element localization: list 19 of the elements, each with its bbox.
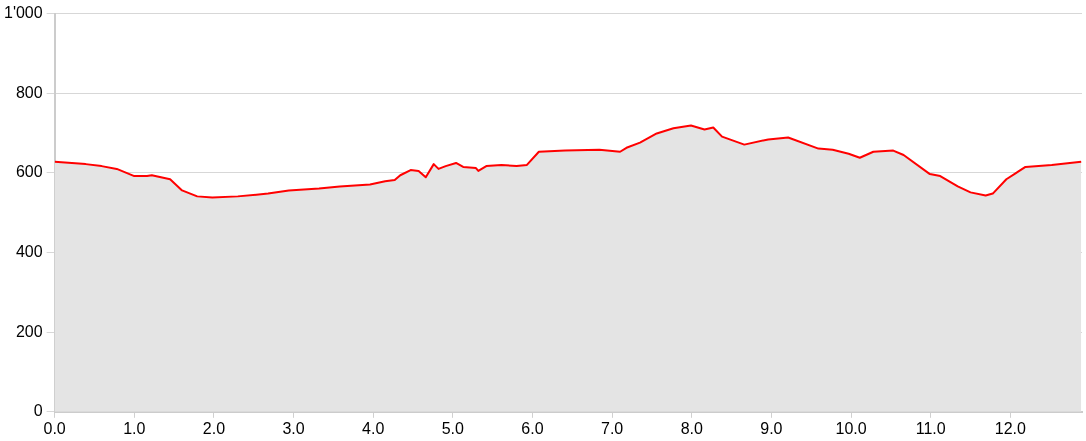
y-tick-label: 400 — [15, 242, 43, 260]
x-tick-label: 2.0 — [202, 419, 226, 437]
x-tick-label: 8.0 — [680, 419, 703, 437]
y-tick-label: 200 — [15, 322, 43, 340]
y-tick-label: 0 — [33, 402, 43, 420]
x-tick-label: 7.0 — [601, 419, 624, 437]
x-tick-label: 11.0 — [915, 419, 946, 437]
y-tick-label: 800 — [15, 83, 43, 101]
x-tick-label: 4.0 — [362, 419, 385, 437]
x-tick-label: 1.0 — [123, 419, 146, 437]
y-tick-label: 600 — [15, 163, 43, 181]
x-tick-label: 5.0 — [441, 419, 465, 437]
x-tick-label: 12.0 — [994, 419, 1026, 437]
x-tick-label: 10.0 — [835, 419, 867, 437]
x-tick-label: 3.0 — [282, 419, 305, 437]
x-tick-label: 0.0 — [43, 419, 66, 437]
x-tick-label: 9.0 — [760, 419, 783, 437]
x-tick-label: 6.0 — [521, 419, 544, 437]
y-tick-label: 1'000 — [3, 4, 43, 22]
